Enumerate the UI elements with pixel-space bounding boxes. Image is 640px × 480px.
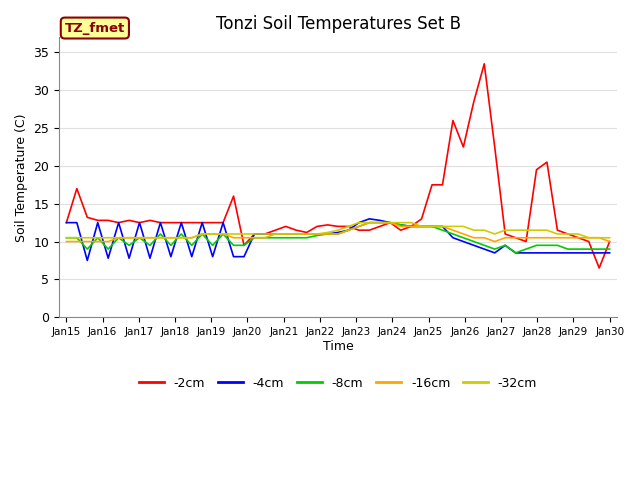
Legend: -2cm, -4cm, -8cm, -16cm, -32cm: -2cm, -4cm, -8cm, -16cm, -32cm: [134, 372, 542, 395]
Text: TZ_fmet: TZ_fmet: [65, 22, 125, 35]
X-axis label: Time: Time: [323, 340, 353, 353]
Title: Tonzi Soil Temperatures Set B: Tonzi Soil Temperatures Set B: [216, 15, 461, 33]
Y-axis label: Soil Temperature (C): Soil Temperature (C): [15, 113, 28, 241]
